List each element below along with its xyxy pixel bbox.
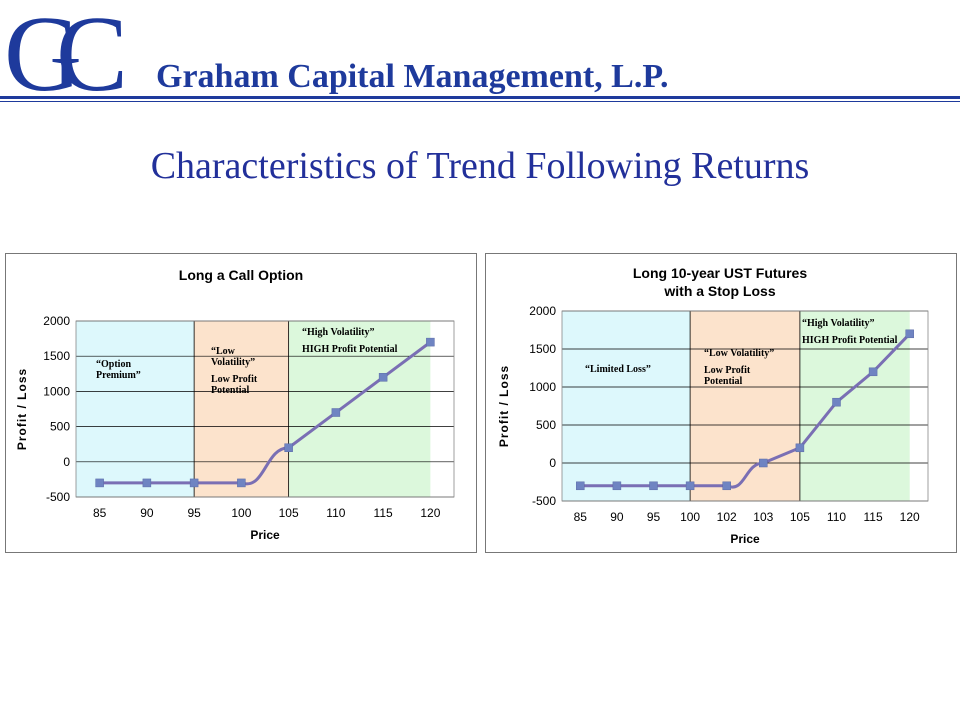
chart-title: Long a Call Option	[179, 267, 303, 283]
data-point	[142, 478, 152, 488]
y-axis-label: Profit / Loss	[497, 365, 511, 447]
plot-area	[75, 320, 455, 498]
data-point	[759, 458, 768, 468]
region-annotation: “Low Volatility”	[704, 348, 774, 359]
x-tick-label: 85	[93, 506, 107, 520]
x-tick-label: 120	[900, 510, 920, 524]
data-point	[426, 337, 435, 347]
ust-futures-chart-svg: Long 10-year UST Futures with a Stop Loss…	[497, 265, 929, 546]
series-line	[580, 332, 911, 489]
region-annotation: HIGH Profit Potential	[802, 335, 898, 346]
x-tick-label: 110	[326, 506, 345, 520]
data-point	[868, 367, 878, 377]
x-tick-label: 115	[374, 506, 393, 520]
y-tick-label: 2000	[43, 314, 70, 328]
x-tick-label: 100	[680, 510, 700, 524]
region-band	[76, 321, 195, 497]
call-option-chart-svg: Long a Call Option -500 0 500 1000 1500 2000 85…	[15, 267, 455, 542]
x-tick-label: 105	[279, 506, 299, 520]
x-tick-label: 115	[864, 510, 883, 524]
x-axis-label: Price	[730, 532, 760, 546]
company-logo: G C	[4, 6, 128, 102]
data-point	[905, 329, 914, 339]
region-annotation: HIGH Profit Potential	[302, 344, 398, 355]
data-point	[832, 397, 841, 407]
y-tick-label: 2000	[529, 304, 556, 318]
logo-letter-g: G	[4, 6, 82, 102]
y-tick-label: 1500	[43, 349, 70, 363]
data-point	[378, 373, 388, 382]
x-axis-label: Price	[250, 528, 280, 542]
region-band	[562, 311, 691, 501]
header-rule-thin	[0, 101, 960, 102]
region-annotation: “Low	[211, 346, 236, 357]
region-annotation: “High Volatility”	[802, 318, 875, 329]
region-annotation: Potential	[211, 385, 250, 396]
data-point	[189, 478, 199, 488]
y-tick-label: 500	[50, 420, 70, 434]
x-tick-label: 90	[140, 506, 154, 520]
region-band	[194, 321, 289, 497]
chart-title: with a Stop Loss	[663, 283, 775, 299]
data-point	[95, 478, 104, 488]
data-point	[795, 443, 805, 453]
x-tick-label: 120	[420, 506, 440, 520]
x-tick-label: 102	[717, 510, 737, 524]
ust-futures-chart: Long 10-year UST Futures with a Stop Loss…	[485, 253, 957, 553]
region-annotation: Premium”	[96, 370, 141, 381]
region-annotation: Low Profit	[704, 365, 751, 376]
data-point	[722, 481, 731, 491]
y-tick-label: 0	[63, 455, 70, 469]
y-axis-label: Profit / Loss	[15, 368, 29, 450]
data-point	[331, 408, 341, 417]
logo-letter-c: C	[56, 6, 128, 102]
region-annotation: Low Profit	[211, 374, 258, 385]
y-tick-label: 1000	[43, 384, 70, 398]
call-option-chart: Long a Call Option -500 0 500 1000 1500 2000 85…	[5, 253, 477, 553]
region-band	[288, 321, 431, 497]
data-point	[612, 481, 622, 491]
data-point	[237, 478, 246, 488]
y-tick-label: 1000	[529, 380, 556, 394]
x-tick-label: 95	[187, 506, 201, 520]
x-tick-label: 103	[753, 510, 773, 524]
region-annotation: “Limited Loss”	[585, 364, 651, 375]
x-tick-label: 105	[790, 510, 810, 524]
data-point	[649, 481, 658, 491]
y-tick-label: -500	[532, 494, 556, 508]
region-annotation: Potential	[704, 376, 743, 387]
y-tick-label: -500	[46, 490, 70, 504]
region-band	[799, 311, 910, 501]
plot-area	[561, 310, 929, 502]
x-tick-label: 110	[827, 510, 846, 524]
company-name: Graham Capital Management, L.P.	[156, 58, 669, 95]
y-tick-label: 500	[536, 418, 556, 432]
slide-title: Characteristics of Trend Following Retur…	[150, 145, 810, 187]
y-tick-label: 1500	[529, 342, 556, 356]
region-annotation: “Option	[96, 359, 131, 370]
region-band	[690, 311, 800, 501]
chart-title: Long 10-year UST Futures	[633, 265, 807, 281]
x-tick-label: 90	[610, 510, 624, 524]
x-tick-label: 95	[647, 510, 661, 524]
header-rule	[0, 96, 960, 99]
data-point	[685, 481, 695, 491]
region-annotation: “High Volatility”	[302, 327, 375, 338]
data-point	[284, 443, 293, 452]
data-point	[576, 481, 585, 491]
region-annotation: Volatility”	[211, 357, 255, 368]
x-tick-label: 85	[574, 510, 588, 524]
y-tick-label: 0	[549, 456, 556, 470]
x-tick-label: 100	[231, 506, 251, 520]
